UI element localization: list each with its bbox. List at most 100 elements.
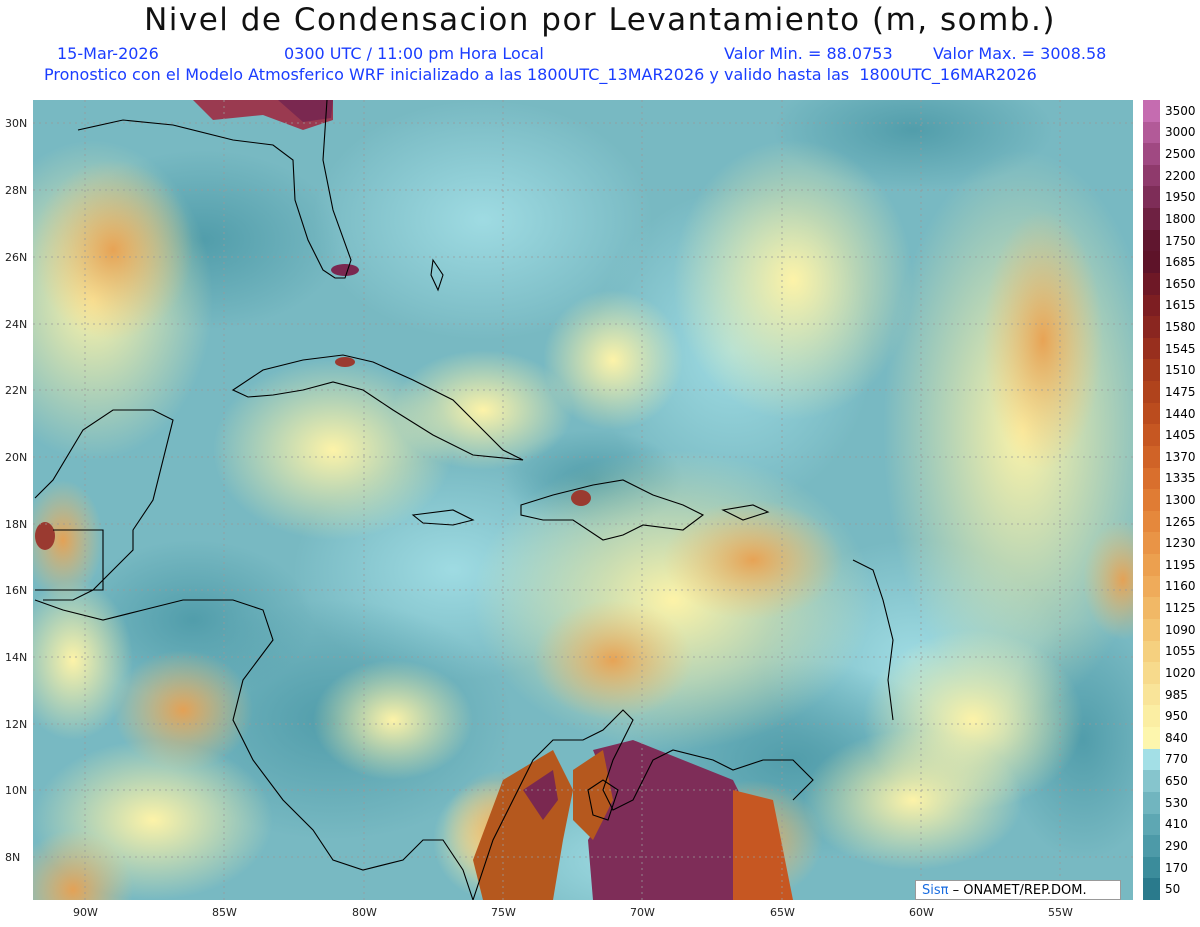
legend-swatch (1143, 662, 1160, 685)
lon-label: 75W (491, 906, 516, 919)
map-title: Nivel de Condensacion por Levantamiento … (144, 2, 1056, 38)
legend-swatch (1143, 337, 1160, 360)
legend-swatch (1143, 813, 1160, 836)
legend-swatch (1143, 878, 1160, 901)
lat-label: 14N (5, 651, 28, 664)
high-value-zones (35, 100, 793, 900)
legend-swatch (1143, 402, 1160, 425)
legend-label: 1230 (1165, 536, 1196, 551)
legend-swatch (1143, 164, 1160, 187)
legend-swatch (1143, 251, 1160, 274)
map-panel (33, 100, 1133, 900)
legend-label: 1510 (1165, 363, 1196, 378)
legend-swatch (1143, 424, 1160, 447)
legend-label: 290 (1165, 838, 1188, 853)
legend-label: 1055 (1165, 644, 1196, 659)
legend-swatch (1143, 272, 1160, 296)
credit-text: – ONAMET/REP.DOM. (948, 883, 1087, 898)
legend-label: 3000 (1165, 125, 1196, 140)
lat-label: 24N (5, 318, 28, 331)
legend-swatch (1143, 618, 1160, 642)
legend-swatch (1143, 532, 1160, 555)
legend-swatch (1143, 143, 1160, 166)
lon-label: 85W (212, 906, 237, 919)
legend-label: 1800 (1165, 211, 1196, 226)
legend-swatch (1143, 727, 1160, 750)
lon-label: 55W (1048, 906, 1073, 919)
lon-label: 60W (909, 906, 934, 919)
legend-swatch (1143, 229, 1160, 252)
date-label: 15-Mar-2026 (57, 44, 159, 63)
legend-label: 1545 (1165, 341, 1196, 356)
lat-label: 18N (5, 518, 28, 531)
legend-swatch (1143, 208, 1160, 231)
lat-label: 12N (5, 718, 28, 731)
legend-label: 530 (1165, 795, 1188, 810)
legend-label: 1440 (1165, 406, 1196, 421)
legend-swatch (1143, 770, 1160, 793)
legend-swatch (1143, 381, 1160, 404)
legend-swatch (1143, 554, 1160, 577)
legend-label: 1405 (1165, 428, 1196, 443)
legend-swatch (1143, 510, 1160, 533)
legend-swatch (1143, 856, 1160, 879)
legend-label: 1335 (1165, 471, 1196, 486)
legend-label: 1090 (1165, 622, 1196, 637)
legend-label: 1615 (1165, 298, 1196, 313)
lat-label: 16N (5, 584, 28, 597)
legend-swatch (1143, 186, 1160, 209)
legend-label: 1125 (1165, 601, 1196, 616)
lat-label: 30N (5, 117, 28, 130)
legend-label: 2200 (1165, 168, 1196, 183)
legend-label: 2500 (1165, 147, 1196, 162)
legend-swatch (1143, 748, 1160, 771)
legend-label: 770 (1165, 752, 1188, 767)
legend-label: 1475 (1165, 384, 1196, 399)
legend-swatch (1143, 575, 1160, 598)
legend-label: 840 (1165, 730, 1188, 745)
legend-label: 650 (1165, 774, 1188, 789)
legend-swatch (1143, 791, 1160, 814)
legend-swatch (1143, 489, 1160, 512)
legend-label: 1650 (1165, 276, 1196, 291)
lat-label: 10N (5, 784, 28, 797)
forecast-info: Pronostico con el Modelo Atmosferico WRF… (44, 65, 1037, 84)
lat-label: 20N (5, 451, 28, 464)
legend-label: 50 (1165, 882, 1181, 897)
legend-label: 3500 (1165, 103, 1196, 118)
legend-label: 1370 (1165, 449, 1196, 464)
credit-box: Sisπ – ONAMET/REP.DOM. (915, 880, 1121, 900)
max-value-label: Valor Max. = 3008.58 (933, 44, 1107, 63)
grid-lines (33, 100, 1133, 900)
legend-label: 1300 (1165, 493, 1196, 507)
legend-swatch (1143, 359, 1160, 382)
legend-swatch (1143, 100, 1160, 123)
lat-label: 22N (5, 384, 28, 397)
lon-label: 70W (630, 906, 655, 919)
lon-label: 80W (352, 906, 377, 919)
legend-swatch (1143, 835, 1160, 858)
lon-label: 90W (73, 906, 98, 919)
legend-swatch (1143, 683, 1160, 706)
legend-swatch (1143, 294, 1160, 317)
min-value-label: Valor Min. = 88.0753 (724, 44, 893, 63)
coastlines (34, 100, 894, 900)
lat-label: 26N (5, 251, 28, 264)
lon-label: 65W (770, 906, 795, 919)
legend-label: 1265 (1165, 514, 1196, 529)
legend-label: 410 (1165, 817, 1188, 832)
legend-label: 1685 (1165, 255, 1196, 270)
legend-label: 950 (1165, 709, 1188, 724)
legend-swatch (1143, 467, 1160, 490)
legend-swatch (1143, 597, 1160, 620)
legend-swatch (1143, 316, 1160, 339)
legend-label: 1160 (1165, 579, 1196, 594)
lat-label: 8N (5, 851, 21, 864)
legend-label: 1020 (1165, 665, 1196, 680)
legend-label: 1750 (1165, 233, 1196, 248)
legend-label: 1195 (1165, 557, 1196, 572)
legend-swatch (1143, 705, 1160, 728)
legend-label: 170 (1165, 860, 1188, 875)
legend-swatch (1143, 121, 1160, 144)
legend-label: 1580 (1165, 320, 1196, 335)
